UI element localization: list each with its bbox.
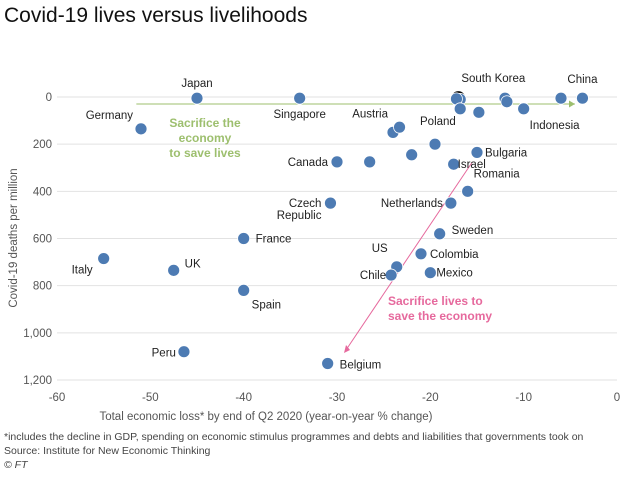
y-tick-label: 600 <box>33 234 52 246</box>
x-tick-label: -50 <box>142 392 159 404</box>
y-tick-label: 1,200 <box>23 375 52 387</box>
footnote-note: *includes the decline in GDP, spending o… <box>4 431 584 443</box>
point-netherlands <box>444 196 458 210</box>
point-label-china: China <box>567 74 598 86</box>
footnote-credit: © FT <box>4 459 28 471</box>
point-label-poland: Poland <box>420 116 456 128</box>
y-tick-label: 800 <box>33 281 52 293</box>
point-layer <box>97 91 589 370</box>
point <box>393 120 406 134</box>
annotation-arrowhead-green <box>569 100 575 108</box>
footnote-source: Source: Institute for New Economic Think… <box>4 445 211 457</box>
point-peru <box>177 345 191 359</box>
point-label-south-korea: South Korea <box>461 73 526 85</box>
point-label-japan: Japan <box>181 78 212 90</box>
point-romania <box>461 184 475 198</box>
point-italy <box>97 252 111 265</box>
annotation-arrow-pink <box>345 161 473 351</box>
point-belgium <box>321 357 335 370</box>
point-label-bulgaria: Bulgaria <box>485 147 528 159</box>
point-mexico <box>423 266 437 280</box>
point-label-colombia: Colombia <box>430 249 479 261</box>
x-tick-label: -20 <box>422 392 439 404</box>
point-germany <box>134 122 148 136</box>
point-label-netherlands: Netherlands <box>381 198 443 210</box>
annotation-pink-line: Sacrifice lives to <box>388 294 483 308</box>
point-label-us: US <box>372 243 388 255</box>
point-canada <box>330 155 344 169</box>
point-label-austria: Austria <box>352 108 388 120</box>
annotation-green-line: Sacrifice the <box>169 116 241 130</box>
x-tick-label: -30 <box>329 392 346 404</box>
point-label-mexico: Mexico <box>436 268 472 280</box>
page-title: Covid-19 lives versus livelihoods <box>4 4 308 27</box>
point <box>405 148 419 162</box>
point <box>453 102 467 116</box>
point-label-belgium: Belgium <box>340 359 382 371</box>
footnote: *includes the decline in GDP, spending o… <box>4 430 636 472</box>
x-tick-label: -60 <box>49 392 66 404</box>
point-bulgaria <box>470 146 484 159</box>
point-label-sweden: Sweden <box>452 225 494 237</box>
point-label-romania: Romania <box>474 168 521 180</box>
y-tick-label: 0 <box>46 92 52 104</box>
y-axis-label: Covid-19 deaths per million <box>8 168 20 307</box>
scatter-chart: 0 200 400 600 800 1,000 1,200 -60 -50 -40 -30 -20 -1… <box>8 73 620 423</box>
label-layer: Japan Singapore Germany Austria Poland Canada… <box>72 73 599 371</box>
x-tick-label: -40 <box>235 392 252 404</box>
point-label-spain: Spain <box>252 299 281 311</box>
x-axis-label: Total economic loss* by end of Q2 2020 (… <box>99 411 432 423</box>
annotation-pink-line: save the economy <box>388 309 492 323</box>
point-poland <box>428 137 442 151</box>
point-singapore <box>293 91 307 105</box>
y-tick-label: 1,000 <box>23 328 52 340</box>
point-label-france: France <box>256 234 292 246</box>
point-israel <box>447 157 461 171</box>
x-tick-label: 0 <box>614 392 620 404</box>
point-label-italy: Italy <box>72 265 93 277</box>
y-tick-label: 200 <box>33 139 52 151</box>
point-label-chile: Chile <box>360 270 386 282</box>
point-japan <box>190 91 204 105</box>
x-tick-label: -10 <box>515 392 532 404</box>
y-tick-label: 400 <box>33 186 52 198</box>
point <box>500 95 514 109</box>
point <box>363 155 377 169</box>
point-uk <box>167 263 181 277</box>
point-spain <box>237 283 251 297</box>
point-label-israel: Israel <box>458 159 486 171</box>
point-sweden <box>433 227 447 241</box>
annotation-green-line: economy <box>179 131 232 145</box>
point-label-indonesia: Indonesia <box>530 120 580 132</box>
point-label-czech-republic: Czech Republic <box>277 198 322 222</box>
grid-layer <box>57 96 617 381</box>
point-france <box>237 232 251 245</box>
point-chile <box>384 268 398 282</box>
point-indonesia <box>517 102 531 116</box>
point-china <box>576 91 589 105</box>
point-label-peru: Peru <box>152 348 176 360</box>
point-label-germany: Germany <box>86 110 134 122</box>
point-label-singapore: Singapore <box>273 109 325 121</box>
point-label-canada: Canada <box>288 157 329 169</box>
point <box>554 91 568 105</box>
point-czech-republic <box>324 196 337 210</box>
point <box>472 105 486 119</box>
point-label-uk: UK <box>185 258 201 270</box>
point-colombia <box>414 247 428 261</box>
axis-layer: 0 200 400 600 800 1,000 1,200 -60 -50 -40 -30 -20 -1… <box>8 92 620 423</box>
annotation-arrowhead-pink <box>344 345 350 353</box>
annotation-green-line: to save lives <box>169 146 241 160</box>
